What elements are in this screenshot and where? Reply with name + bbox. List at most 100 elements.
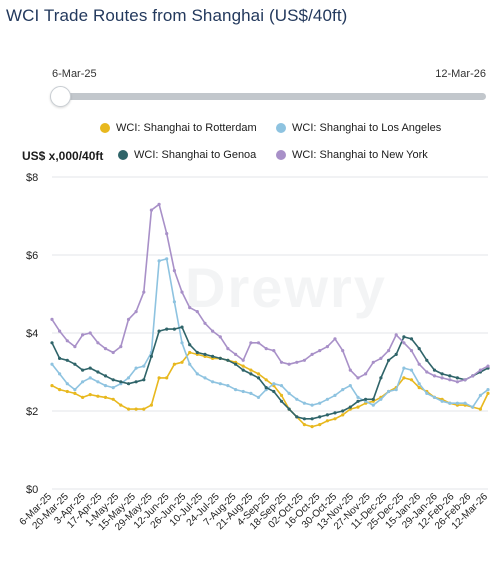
data-point bbox=[126, 317, 131, 321]
data-point bbox=[119, 380, 123, 384]
data-point bbox=[81, 395, 85, 399]
data-point bbox=[387, 389, 391, 394]
series-line-0 bbox=[51, 351, 489, 428]
data-point bbox=[264, 347, 268, 351]
legend-item-rotterdam[interactable]: WCI: Shanghai to Rotterdam bbox=[100, 122, 257, 134]
data-point bbox=[126, 407, 131, 411]
range-end-label: 12-Mar-26 bbox=[435, 68, 486, 80]
data-point bbox=[356, 376, 360, 380]
data-point bbox=[402, 341, 406, 345]
data-point bbox=[50, 362, 54, 366]
date-range-slider-track[interactable] bbox=[52, 93, 486, 100]
data-point bbox=[142, 378, 146, 382]
data-point bbox=[394, 352, 398, 356]
data-point bbox=[333, 411, 337, 415]
data-point bbox=[333, 417, 337, 421]
data-point bbox=[264, 386, 268, 390]
data-point bbox=[172, 300, 176, 304]
legend: WCI: Shanghai to Rotterdam WCI: Shanghai… bbox=[0, 118, 500, 168]
data-point bbox=[417, 382, 421, 386]
data-point bbox=[279, 384, 284, 388]
data-point bbox=[180, 325, 184, 329]
data-point bbox=[463, 401, 467, 405]
data-point bbox=[119, 403, 123, 407]
data-point bbox=[65, 389, 69, 394]
data-point bbox=[241, 368, 245, 372]
data-point bbox=[440, 376, 444, 380]
legend-dot-icon bbox=[118, 150, 128, 160]
data-point bbox=[387, 358, 391, 362]
data-point bbox=[73, 391, 77, 395]
data-point bbox=[226, 384, 230, 388]
legend-item-new-york[interactable]: WCI: Shanghai to New York bbox=[276, 149, 428, 161]
data-point bbox=[341, 349, 345, 353]
data-point bbox=[73, 362, 77, 366]
y-tick-label: $0 bbox=[26, 484, 38, 496]
data-point bbox=[318, 401, 322, 405]
data-point bbox=[486, 364, 490, 368]
data-point bbox=[302, 358, 306, 362]
data-point bbox=[103, 384, 108, 388]
data-point bbox=[73, 345, 77, 349]
data-point bbox=[226, 347, 230, 351]
data-point bbox=[234, 388, 238, 392]
data-point bbox=[302, 417, 306, 421]
data-point bbox=[432, 395, 437, 399]
data-point bbox=[356, 399, 360, 403]
data-point bbox=[88, 393, 92, 397]
data-point bbox=[188, 350, 192, 355]
data-point bbox=[188, 306, 192, 310]
data-point bbox=[448, 401, 452, 405]
data-point bbox=[126, 382, 131, 386]
data-point bbox=[211, 380, 215, 384]
data-point bbox=[73, 388, 77, 392]
data-point bbox=[142, 290, 146, 294]
data-point bbox=[409, 349, 414, 353]
data-point bbox=[440, 372, 444, 376]
data-point bbox=[111, 397, 115, 401]
data-point bbox=[409, 368, 414, 372]
data-point bbox=[149, 208, 153, 212]
data-point bbox=[409, 378, 414, 382]
data-point bbox=[96, 394, 100, 398]
data-point bbox=[81, 368, 85, 372]
data-point bbox=[417, 362, 421, 366]
range-start-label: 6-Mar-25 bbox=[52, 68, 97, 80]
data-point bbox=[111, 350, 115, 355]
data-point bbox=[318, 415, 322, 419]
data-point bbox=[379, 356, 383, 360]
data-point bbox=[364, 397, 368, 401]
data-point bbox=[50, 384, 54, 388]
data-point bbox=[234, 352, 238, 356]
data-point bbox=[417, 386, 421, 390]
data-point bbox=[295, 360, 299, 364]
data-point bbox=[134, 310, 138, 314]
data-point bbox=[241, 364, 245, 368]
data-point bbox=[455, 376, 459, 380]
data-point bbox=[279, 360, 284, 364]
data-point bbox=[188, 362, 192, 366]
data-point bbox=[249, 372, 253, 376]
data-point bbox=[256, 341, 261, 345]
data-point bbox=[425, 358, 429, 362]
data-point bbox=[249, 341, 253, 345]
data-point bbox=[348, 384, 352, 388]
legend-item-los-angeles[interactable]: WCI: Shanghai to Los Angeles bbox=[276, 122, 441, 134]
data-point bbox=[425, 391, 429, 395]
legend-item-genoa[interactable]: WCI: Shanghai to Genoa bbox=[118, 149, 256, 161]
series-line-1 bbox=[51, 258, 489, 408]
data-point bbox=[272, 382, 276, 386]
data-point bbox=[211, 354, 215, 358]
data-point bbox=[333, 337, 337, 341]
data-point bbox=[432, 374, 437, 378]
data-point bbox=[387, 349, 391, 353]
data-point bbox=[279, 399, 284, 403]
y-axis-title: US$ x,000/40ft bbox=[22, 149, 104, 163]
series-line-3 bbox=[51, 203, 489, 383]
data-point bbox=[325, 345, 329, 349]
data-point bbox=[394, 388, 398, 392]
data-point bbox=[157, 202, 161, 206]
data-point bbox=[455, 401, 459, 405]
date-range-slider-handle[interactable] bbox=[50, 86, 71, 107]
data-point bbox=[310, 425, 314, 429]
